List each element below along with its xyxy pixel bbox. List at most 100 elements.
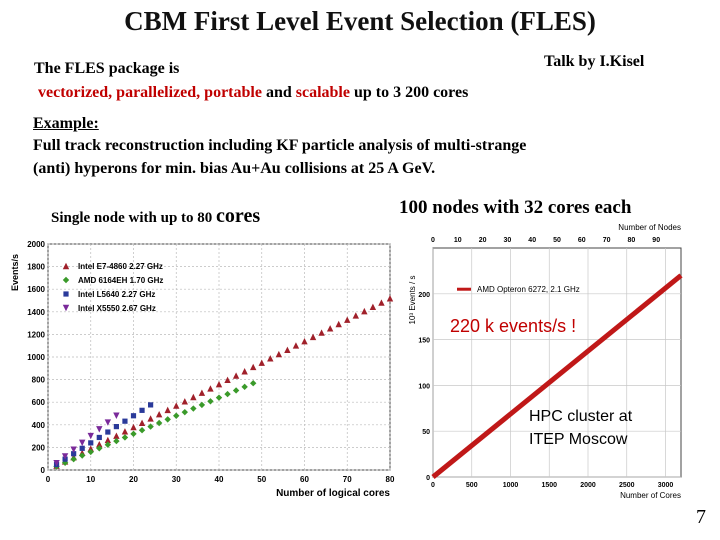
top-tick-label: 80: [628, 237, 636, 244]
data-point: [71, 451, 77, 457]
x-axis-label: Number of Cores: [620, 491, 681, 500]
data-point: [326, 325, 334, 332]
data-point: [198, 389, 206, 396]
y-tick-label: 1600: [27, 285, 45, 294]
data-point: [232, 372, 240, 379]
data-point: [147, 415, 154, 422]
legend-label: AMD Opteron 6272, 2.1 GHz: [477, 285, 580, 294]
data-point: [258, 359, 265, 366]
example-line-2: (anti) hyperons for min. bias Au+Au coll…: [33, 160, 436, 177]
data-point: [301, 337, 308, 345]
data-point: [190, 405, 197, 412]
data-point: [96, 426, 103, 433]
data-point: [87, 432, 94, 440]
data-point: [267, 355, 274, 362]
data-point: [164, 406, 171, 414]
legend-marker: [62, 304, 70, 312]
left-chart: 0 200 400 600 800 1000 1200 1400 1600 1800 2000 0 10…: [10, 240, 395, 498]
legend-label: Intel E7-4860 2.27 GHz: [78, 262, 163, 271]
top-tick-label: 20: [479, 237, 487, 244]
y-tick-label: 400: [32, 421, 46, 430]
intro-line-1: The FLES package is: [34, 60, 180, 77]
example-line-1: Full track reconstruction including KF p…: [33, 137, 527, 154]
x-tick-label: 0: [431, 482, 435, 489]
legend-label: Intel L5640 2.27 GHz: [78, 290, 155, 299]
y-axis-label: Events/s: [10, 254, 20, 291]
data-point: [224, 390, 231, 398]
data-point: [352, 312, 359, 319]
data-point: [113, 412, 120, 419]
data-point: [215, 380, 223, 388]
plot-frame: [432, 247, 682, 478]
data-point: [173, 412, 180, 419]
top-tick-label: 70: [603, 237, 611, 244]
data-point: [121, 434, 129, 441]
y-tick-label: 0: [41, 466, 46, 475]
legend-marker: [62, 276, 70, 284]
data-point: [198, 401, 206, 409]
x-tick-label: 10: [86, 475, 95, 484]
data-point: [292, 342, 300, 349]
page-title: CBM First Level Event Selection (FLES): [124, 6, 596, 36]
data-point: [138, 427, 146, 434]
annotation-cluster-1: HPC cluster at: [529, 408, 633, 425]
data-point: [335, 320, 342, 328]
talk-credit: Talk by I.Kisel: [544, 53, 645, 70]
data-point: [275, 350, 283, 358]
x-tick-label: 70: [343, 475, 352, 484]
data-point: [232, 387, 240, 394]
data-point: [96, 434, 102, 441]
legend-marker: [62, 262, 70, 270]
right-chart-caption: 100 nodes with 32 cores each: [399, 197, 632, 218]
y-tick-label: 100: [418, 383, 430, 390]
data-point: [155, 419, 163, 427]
top-tick-label: 50: [553, 237, 561, 244]
legend-marker: [63, 291, 69, 297]
data-point: [104, 441, 112, 448]
data-point: [361, 307, 368, 315]
data-point: [344, 316, 351, 323]
data-point: [173, 402, 180, 409]
y-tick-label: 600: [32, 398, 46, 407]
data-point: [113, 437, 120, 445]
data-point: [250, 363, 257, 371]
legend-label: AMD 6164EH 1.70 GHz: [78, 276, 163, 285]
intro-rest: up to 3 200 cores: [349, 84, 469, 101]
data-point: [70, 446, 77, 453]
annotation-cluster-2: ITEP Moscow: [529, 431, 628, 448]
top-tick-label: 30: [504, 237, 512, 244]
data-point: [53, 460, 60, 467]
y-tick-label: 1800: [27, 263, 45, 272]
data-point: [87, 445, 94, 452]
top-tick-label: 90: [652, 237, 660, 244]
data-point: [190, 393, 197, 401]
y-tick-label: 1200: [27, 330, 45, 339]
data-point: [148, 402, 154, 408]
data-point: [96, 441, 103, 448]
data-point: [138, 419, 146, 426]
data-point: [113, 432, 120, 439]
data-point: [309, 333, 317, 341]
top-tick-label: 0: [431, 237, 435, 244]
y-tick-label: 2000: [27, 240, 45, 249]
left-caption-prefix: Single node with up to 80: [51, 210, 217, 226]
intro-highlight-2: scalable: [295, 84, 350, 101]
data-point: [207, 398, 214, 405]
intro-and: and: [261, 84, 296, 101]
y-tick-label: 200: [32, 443, 46, 452]
data-point: [88, 440, 94, 446]
x-tick-label: 50: [257, 475, 266, 484]
y-tick-label: 50: [422, 429, 430, 436]
data-point: [164, 416, 171, 423]
top-tick-label: 10: [454, 237, 462, 244]
data-point: [155, 410, 163, 418]
y-tick-label: 1000: [27, 353, 45, 362]
y-tick-label: 200: [418, 292, 430, 299]
y-tick-label: 150: [418, 338, 430, 345]
data-point: [130, 423, 137, 431]
series-line: [431, 273, 683, 479]
example-label: Example:: [33, 115, 99, 132]
y-axis-label: 10³ Events / s: [408, 276, 417, 325]
x-tick-label: 30: [172, 475, 181, 484]
